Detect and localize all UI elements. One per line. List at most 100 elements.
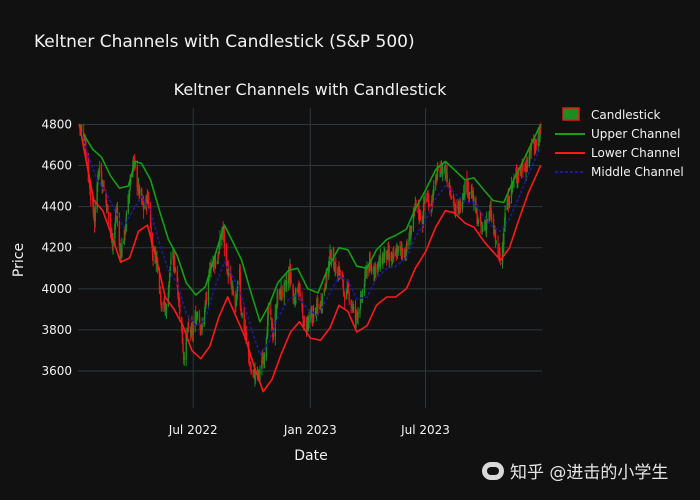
candle-body — [98, 166, 101, 173]
candle-body — [281, 292, 284, 295]
candle-body — [272, 333, 275, 338]
candle-body — [97, 180, 99, 186]
lower-channel-line — [78, 124, 542, 393]
candle-body — [177, 294, 180, 301]
candle-body — [357, 312, 359, 318]
candle-body — [296, 290, 299, 292]
candle-body — [428, 204, 431, 206]
candle-body — [355, 311, 357, 320]
candle-body — [417, 203, 420, 213]
candle-body — [88, 181, 91, 183]
legend-label-upper-channel: Upper Channel — [591, 127, 680, 141]
candle-body — [343, 295, 346, 301]
candle-body — [408, 239, 410, 245]
candle-body — [125, 213, 128, 228]
candle-body — [249, 360, 251, 365]
legend-label-lower-channel: Lower Channel — [591, 146, 680, 160]
candle-body — [125, 225, 127, 231]
candle-body — [214, 260, 217, 266]
candle-body — [405, 243, 408, 259]
candle-body — [491, 218, 493, 220]
candle-body — [342, 278, 345, 291]
x-tick-label: Jul 2022 — [168, 423, 218, 437]
candle-body — [181, 328, 184, 344]
candle-body — [320, 301, 322, 309]
wechat-logo-icon — [482, 461, 504, 480]
candle-body — [370, 264, 372, 269]
candle-body — [442, 168, 444, 176]
legend-item-upper-channel[interactable]: Upper Channel — [555, 127, 680, 141]
candle-body — [136, 165, 138, 187]
candle-body — [308, 315, 310, 322]
candle-body — [83, 132, 85, 142]
candle-body — [391, 257, 393, 260]
candle-body — [400, 247, 403, 250]
candle-body — [271, 318, 273, 332]
candle-body — [107, 208, 109, 212]
candle-body — [449, 186, 451, 190]
candle-body — [159, 286, 161, 290]
candle-body — [84, 138, 87, 152]
candle-body — [203, 317, 205, 327]
candle-body — [227, 266, 229, 278]
candlesticks — [78, 122, 542, 387]
candle-body — [174, 268, 177, 270]
grid — [78, 108, 542, 408]
candle-body — [350, 303, 353, 306]
candle-body — [525, 164, 527, 172]
candle-body — [259, 370, 261, 373]
candle-body — [163, 303, 166, 308]
candle-body — [254, 373, 257, 376]
candle-body — [228, 273, 230, 276]
candle-body — [133, 157, 136, 163]
candle-body — [499, 262, 502, 265]
candle-body — [461, 201, 464, 210]
candle-body — [284, 281, 287, 283]
candle-body — [80, 128, 82, 131]
candle-body — [303, 320, 306, 322]
candle-body — [317, 304, 319, 308]
candle-body — [116, 207, 119, 219]
candle-body — [424, 196, 426, 201]
candle-body — [315, 303, 318, 315]
legend-item-middle-channel[interactable]: Middle Channel — [555, 165, 684, 179]
candle-body — [347, 287, 350, 292]
candle-body — [472, 190, 474, 202]
candle-body — [150, 227, 152, 243]
candle-body — [277, 295, 279, 298]
candle-body — [258, 373, 261, 375]
candle-body — [480, 224, 483, 226]
candle-body — [335, 264, 337, 275]
candle-body — [147, 196, 150, 208]
candle-body — [100, 170, 103, 184]
candle-body — [459, 201, 462, 211]
candle-body — [356, 312, 358, 315]
candle-body — [231, 288, 234, 290]
candle-body — [101, 185, 103, 188]
candle-body — [422, 203, 425, 219]
y-tick-label: 3800 — [41, 323, 72, 337]
candle-body — [370, 266, 373, 272]
candle-body — [81, 130, 83, 132]
candle-body — [235, 294, 238, 307]
candle-body — [323, 289, 326, 294]
candle-body — [205, 300, 207, 302]
candle-body — [217, 254, 220, 256]
candle-body — [107, 212, 110, 218]
candle-body — [270, 309, 272, 315]
legend-item-candlestick[interactable]: Candlestick — [562, 107, 661, 122]
candle-body — [179, 304, 181, 314]
middle-channel-line — [78, 126, 542, 356]
candle-body — [528, 155, 530, 166]
candle-body — [274, 312, 277, 337]
candle-body — [476, 209, 478, 225]
candle-body — [231, 286, 233, 288]
legend-swatch-candlestick — [562, 107, 580, 121]
legend[interactable]: Candlestick Upper Channel Lower Channel … — [555, 107, 684, 179]
legend-item-lower-channel[interactable]: Lower Channel — [555, 146, 680, 160]
candle-body — [219, 237, 221, 249]
candle-body — [406, 242, 408, 247]
candle-body — [333, 255, 335, 270]
candle-body — [384, 248, 386, 257]
candle-body — [234, 295, 236, 305]
